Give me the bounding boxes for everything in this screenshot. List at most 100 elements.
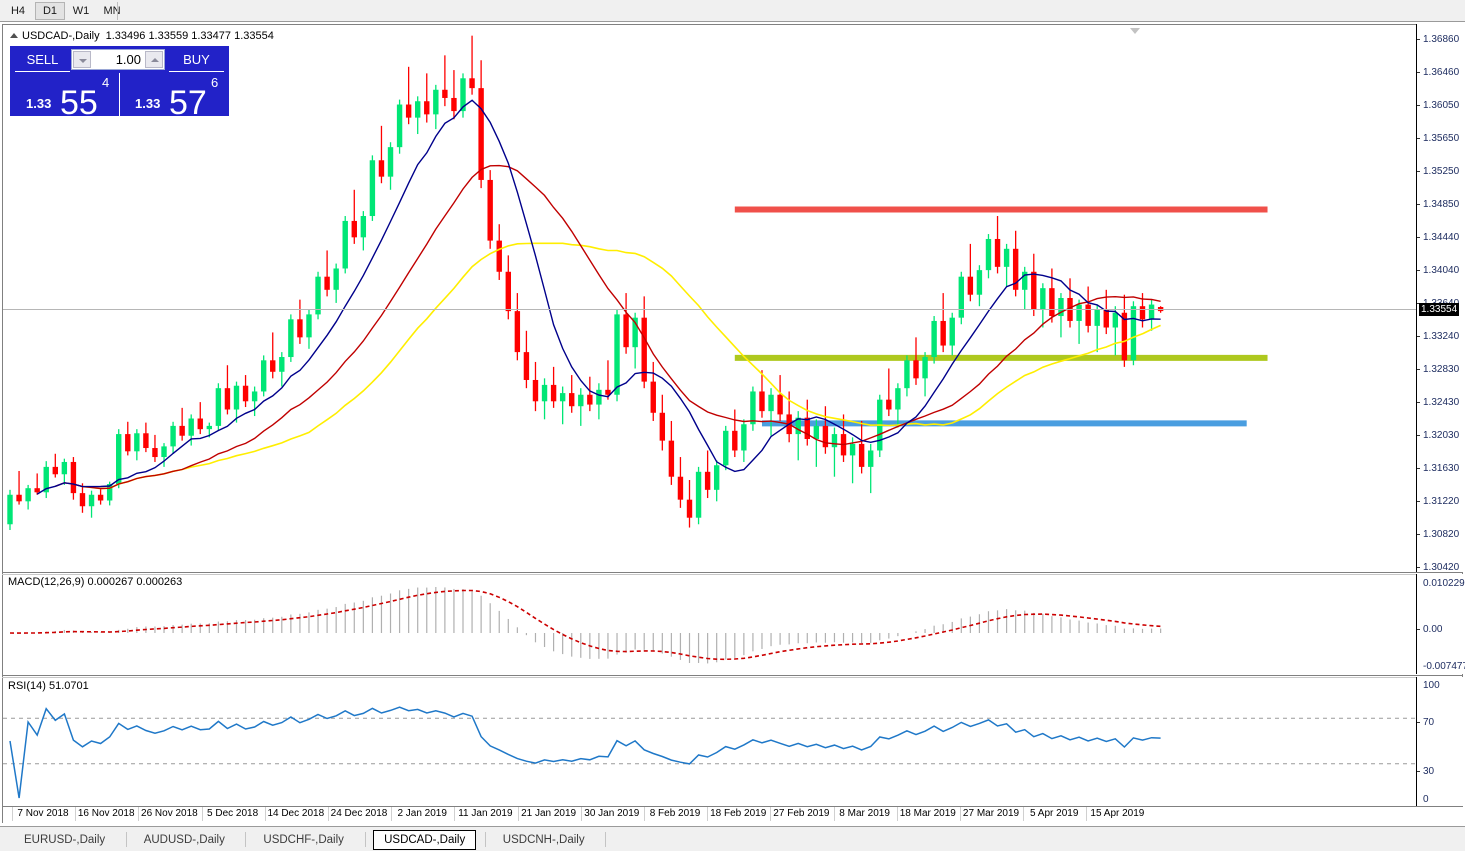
candle-body [52, 466, 58, 475]
price-axis-tick: 1.32430 [1417, 397, 1464, 409]
toolbar-divider [117, 2, 118, 20]
candle-body [822, 425, 829, 448]
macd-axis: 0.010229 0.00 -0.007477 [1416, 574, 1465, 674]
collapse-caret-icon[interactable] [10, 33, 18, 38]
rsi-chart-svg [3, 706, 1416, 799]
candle-body [813, 425, 820, 440]
volume-decrement-button[interactable] [73, 51, 91, 68]
symbol-tab-audusd[interactable]: AUDUSD-,Daily [143, 834, 225, 846]
price-axis-tick-label: 1.35250 [1423, 166, 1460, 177]
trade-panel-controls: SELL 1.00 BUY [11, 47, 228, 72]
candle-body [61, 461, 68, 475]
tick-mark [1417, 270, 1420, 271]
volume-increment-button[interactable] [145, 51, 163, 68]
price-axis-tick: 1.34850 [1417, 199, 1464, 211]
date-axis-separator [138, 807, 140, 821]
candle-body [886, 399, 892, 410]
candle-body [7, 494, 13, 525]
price-axis-tick: 1.34440 [1417, 232, 1464, 244]
timeframe-button-mn[interactable]: MN [103, 5, 121, 17]
price-axis-tick-label: 1.31630 [1423, 463, 1460, 474]
symbol-tab-eurusd[interactable]: EURUSD-,Daily [24, 834, 106, 846]
candle-body [686, 499, 693, 518]
triangle-down-icon [79, 59, 87, 63]
tick-mark [1417, 771, 1420, 772]
tick-mark [1417, 237, 1420, 238]
rsi-axis-tick: 30 [1417, 766, 1464, 778]
symbol-tab-usdcnh[interactable]: USDCNH-,Daily [502, 834, 585, 846]
symbol-tab-bar: EURUSD-,Daily AUDUSD-,Daily USDCHF-,Daily U… [0, 826, 1465, 851]
symbol-tab-usdcad[interactable]: USDCAD-,Daily [373, 830, 477, 850]
sell-price-fraction: 4 [102, 75, 110, 90]
price-axis[interactable]: 1.36860 1.36460 1.36050 1.35650 1.35250 1.348… [1416, 24, 1464, 573]
date-axis-separator [960, 807, 961, 821]
price-axis-tick: 1.30820 [1417, 529, 1464, 541]
pane-divider-3 [2, 806, 1463, 807]
candle-body [523, 352, 530, 380]
buy-price-button[interactable]: 1.33 57 6 [121, 73, 228, 116]
date-axis-separator [201, 807, 203, 821]
symbol-tab-usdchf[interactable]: USDCHF-,Daily [263, 834, 344, 846]
candle-body [143, 433, 149, 449]
candle-body [279, 357, 285, 372]
price-axis-tick: 1.36860 [1417, 34, 1464, 46]
macd-pane[interactable] [3, 573, 1416, 674]
sell-button-label[interactable]: SELL [26, 52, 59, 67]
price-axis-tick-label: 1.30420 [1423, 562, 1460, 573]
volume-value[interactable]: 1.00 [115, 52, 141, 67]
candle-body [904, 360, 910, 389]
candle-body [1076, 304, 1082, 321]
candle-body [578, 394, 584, 407]
candle-body [161, 446, 167, 458]
timeframe-button-h4[interactable]: H4 [10, 5, 26, 17]
candle-body [1094, 309, 1100, 326]
candle-body [16, 494, 22, 502]
candle-body [532, 379, 539, 402]
date-axis-tick-label: 5 Apr 2019 [1030, 808, 1079, 819]
date-axis-tick-label: 11 Jan 2019 [458, 808, 513, 819]
sell-price-prefix: 1.33 [26, 96, 52, 111]
candle-body [1058, 298, 1064, 317]
tab-separator [484, 832, 486, 847]
date-axis-tick-label: 24 Dec 2018 [330, 808, 388, 819]
candle-body [360, 216, 367, 238]
tick-mark [1417, 39, 1420, 40]
timeframe-button-w1[interactable]: W1 [72, 5, 90, 17]
candle-body [641, 317, 647, 382]
one-click-trading-panel[interactable]: SELL 1.00 BUY 1.33 55 4 1.33 57 6 [10, 46, 229, 116]
price-axis-tick-label: 1.31220 [1423, 496, 1460, 507]
candle-body [895, 388, 901, 410]
buy-underline [169, 71, 224, 72]
timeframe-button-d1[interactable]: D1 [35, 2, 65, 20]
candle-body [342, 220, 348, 269]
volume-stepper[interactable]: 1.00 [71, 49, 165, 70]
price-axis-tick-label: 1.32830 [1423, 364, 1460, 375]
rsi-axis-tick-label: 70 [1423, 717, 1435, 728]
candle-body [179, 425, 185, 436]
candle-body [351, 220, 357, 238]
sell-price-main: 55 [60, 84, 98, 116]
candle-body [233, 385, 240, 410]
tick-mark [1417, 72, 1420, 73]
sell-price-button[interactable]: 1.33 55 4 [12, 73, 119, 116]
candle-body [288, 319, 294, 358]
date-axis[interactable]: 7 Nov 2018 16 Nov 2018 26 Nov 2018 5 Dec 20… [3, 807, 1463, 823]
rsi-pane[interactable] [3, 676, 1416, 806]
candle-body [1003, 248, 1010, 267]
candle-body [605, 389, 611, 395]
price-axis-tick-label: 1.35650 [1423, 133, 1460, 144]
date-axis-separator [833, 807, 835, 821]
candle-body [659, 412, 666, 441]
candle-body [387, 147, 394, 177]
price-pane[interactable] [3, 25, 1416, 571]
candle-body [587, 394, 593, 405]
buy-button-label[interactable]: BUY [183, 52, 210, 67]
candle-body [994, 238, 1001, 267]
candle-body [949, 317, 955, 346]
candle-body [70, 461, 77, 494]
date-axis-tick-label: 27 Feb 2019 [773, 808, 830, 819]
candle-body [25, 488, 31, 502]
rsi-axis: 100 70 30 0 [1416, 677, 1463, 806]
date-axis-tick-label: 5 Dec 2018 [207, 808, 259, 819]
candle-body [931, 320, 937, 358]
